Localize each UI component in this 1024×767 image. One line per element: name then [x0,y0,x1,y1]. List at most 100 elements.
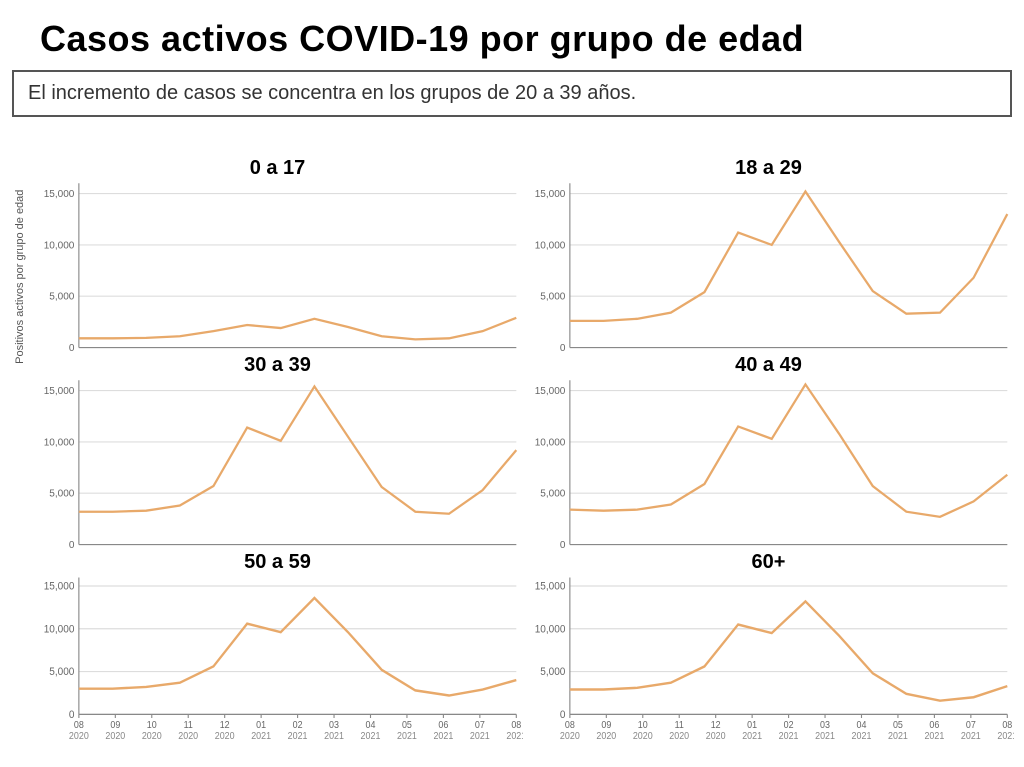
svg-text:15,000: 15,000 [44,189,75,200]
svg-text:0: 0 [560,343,566,352]
svg-text:04: 04 [366,720,376,730]
svg-text:03: 03 [329,720,339,730]
svg-text:01: 01 [256,720,266,730]
svg-text:10: 10 [147,720,157,730]
svg-text:2020: 2020 [215,731,235,741]
svg-text:10,000: 10,000 [44,623,75,636]
svg-text:12: 12 [220,720,230,730]
svg-text:2021: 2021 [852,731,872,741]
svg-text:10,000: 10,000 [44,240,75,251]
svg-text:2021: 2021 [397,731,417,741]
panel-plot: 0 5,000 10,000 15,000 [32,181,523,352]
svg-text:2020: 2020 [706,731,726,741]
panel-30-39: 30 a 39 0 5,000 10,000 15,000 [32,352,523,549]
svg-text:03: 03 [820,720,830,730]
panel-plot: 0 5,000 10,000 15,000 [523,181,1014,352]
svg-text:2021: 2021 [742,731,762,741]
svg-text:2020: 2020 [669,731,689,741]
svg-text:2021: 2021 [470,731,490,741]
panel-plot: 0 5,000 10,000 15,000 [32,378,523,549]
svg-text:0: 0 [69,343,75,352]
chart-subtitle: El incremento de casos se concentra en l… [12,70,1012,117]
row-2: 50 a 5905,00010,00015,000082020092020102… [32,549,1014,746]
svg-text:10,000: 10,000 [44,437,75,448]
svg-text:5,000: 5,000 [540,666,565,679]
svg-text:5,000: 5,000 [540,489,565,500]
panel-0-17: 0 a 17 0 5,000 10,000 15,000 [32,155,523,352]
svg-text:12: 12 [711,720,721,730]
svg-text:09: 09 [601,720,611,730]
svg-text:06: 06 [929,720,939,730]
svg-text:08: 08 [511,720,521,730]
svg-text:15,000: 15,000 [44,581,75,594]
svg-text:05: 05 [893,720,903,730]
svg-text:2020: 2020 [596,731,616,741]
panel-title: 18 a 29 [523,155,1014,182]
svg-text:11: 11 [675,720,684,730]
svg-text:02: 02 [293,720,303,730]
svg-text:11: 11 [184,720,193,730]
small-multiples-grid: Positivos activos por grupo de edad 0 a … [32,155,1014,747]
svg-text:2021: 2021 [961,731,981,741]
svg-text:10,000: 10,000 [535,437,566,448]
chart-title: Casos activos COVID-19 por grupo de edad [0,0,1024,70]
svg-text:2021: 2021 [324,731,344,741]
panel-plot: 05,00010,00015,0000820200920201020201120… [523,575,1014,746]
svg-text:01: 01 [747,720,757,730]
svg-text:05: 05 [402,720,412,730]
svg-text:2020: 2020 [105,731,125,741]
svg-text:09: 09 [110,720,120,730]
svg-text:2021: 2021 [506,731,523,741]
panel-title: 40 a 49 [523,352,1014,379]
panel-plot: 05,00010,00015,0000820200920201020201120… [32,575,523,746]
svg-text:2020: 2020 [69,731,89,741]
row-0: 0 a 17 0 5,000 10,000 15,000 18 a 29 0 5,000 10… [32,155,1014,352]
row-1: 30 a 39 0 5,000 10,000 15,000 40 a 49 0 5,000 1… [32,352,1014,549]
panel-title: 0 a 17 [32,155,523,182]
svg-text:2021: 2021 [779,731,799,741]
panel-60plus: 60+05,00010,00015,0000820200920201020201… [523,549,1014,746]
svg-text:2021: 2021 [288,731,308,741]
panel-18-29: 18 a 29 0 5,000 10,000 15,000 [523,155,1014,352]
svg-text:07: 07 [966,720,976,730]
panel-title: 30 a 39 [32,352,523,379]
svg-text:2021: 2021 [924,731,944,741]
svg-text:08: 08 [1002,720,1012,730]
svg-text:0: 0 [69,540,75,549]
svg-text:2020: 2020 [178,731,198,741]
svg-text:07: 07 [475,720,485,730]
svg-text:02: 02 [784,720,794,730]
panel-50-59: 50 a 5905,00010,00015,000082020092020102… [32,549,523,746]
svg-text:15,000: 15,000 [535,189,566,200]
svg-text:04: 04 [857,720,867,730]
svg-text:2021: 2021 [997,731,1014,741]
svg-text:5,000: 5,000 [49,489,74,500]
svg-text:15,000: 15,000 [535,386,566,397]
svg-text:08: 08 [74,720,84,730]
svg-text:2021: 2021 [251,731,271,741]
svg-text:15,000: 15,000 [44,386,75,397]
svg-text:10: 10 [638,720,648,730]
panel-title: 60+ [523,549,1014,576]
svg-text:2020: 2020 [560,731,580,741]
svg-text:10,000: 10,000 [535,240,566,251]
svg-text:15,000: 15,000 [535,581,566,594]
svg-text:0: 0 [560,540,566,549]
svg-text:2020: 2020 [633,731,653,741]
svg-text:2021: 2021 [433,731,453,741]
svg-text:2020: 2020 [142,731,162,741]
panel-plot: 0 5,000 10,000 15,000 [523,378,1014,549]
svg-text:2021: 2021 [888,731,908,741]
panel-40-49: 40 a 49 0 5,000 10,000 15,000 [523,352,1014,549]
svg-text:5,000: 5,000 [49,666,74,679]
svg-text:08: 08 [565,720,575,730]
svg-text:5,000: 5,000 [540,292,565,303]
svg-text:2021: 2021 [361,731,381,741]
svg-text:5,000: 5,000 [49,292,74,303]
chart-frame: { "title": "Casos activos COVID-19 por g… [0,0,1024,767]
svg-text:06: 06 [438,720,448,730]
svg-text:2021: 2021 [815,731,835,741]
y-axis-label: Positivos activos por grupo de edad [14,190,26,364]
svg-text:10,000: 10,000 [535,623,566,636]
panel-title: 50 a 59 [32,549,523,576]
